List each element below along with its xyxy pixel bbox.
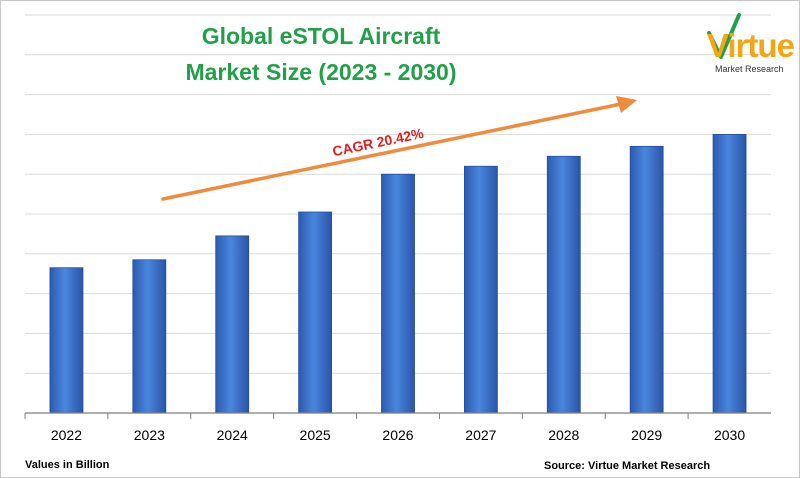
bar-2029 xyxy=(629,145,664,414)
x-tick-label: 2022 xyxy=(51,427,82,443)
bar-2023 xyxy=(132,259,167,414)
source-note: Source: Virtue Market Research xyxy=(544,460,711,472)
bar-2022 xyxy=(49,267,84,414)
logo-check-icon xyxy=(707,13,741,59)
x-tick-label: 2028 xyxy=(548,427,579,443)
x-tick-label: 2030 xyxy=(714,427,745,443)
x-tick-label: 2026 xyxy=(382,427,413,443)
virtue-logo xyxy=(701,11,793,96)
x-tick-label: 2023 xyxy=(134,427,165,443)
cagr-arrow xyxy=(161,102,623,201)
chart-title-line-1: Global eSTOL Aircraft xyxy=(201,23,441,49)
bar-2026 xyxy=(381,173,415,414)
cagr-arrow-head xyxy=(616,96,637,113)
bar-2030 xyxy=(712,133,747,414)
bar-2024 xyxy=(215,235,250,414)
bar-2027 xyxy=(463,165,498,414)
logo-word: Virtue xyxy=(707,27,795,64)
unit-note: Values in Billion xyxy=(25,459,110,471)
x-tick-label: 2025 xyxy=(300,427,331,443)
chart-title-line-2: Market Size (2023 - 2030) xyxy=(185,59,457,85)
bar-2025 xyxy=(298,211,333,414)
x-tick-label: 2024 xyxy=(217,427,248,443)
logo-subtitle: Market Research xyxy=(715,64,784,74)
x-tick-label: 2029 xyxy=(631,427,662,443)
x-tick-label: 2027 xyxy=(465,427,496,443)
bar-2028 xyxy=(546,155,581,414)
